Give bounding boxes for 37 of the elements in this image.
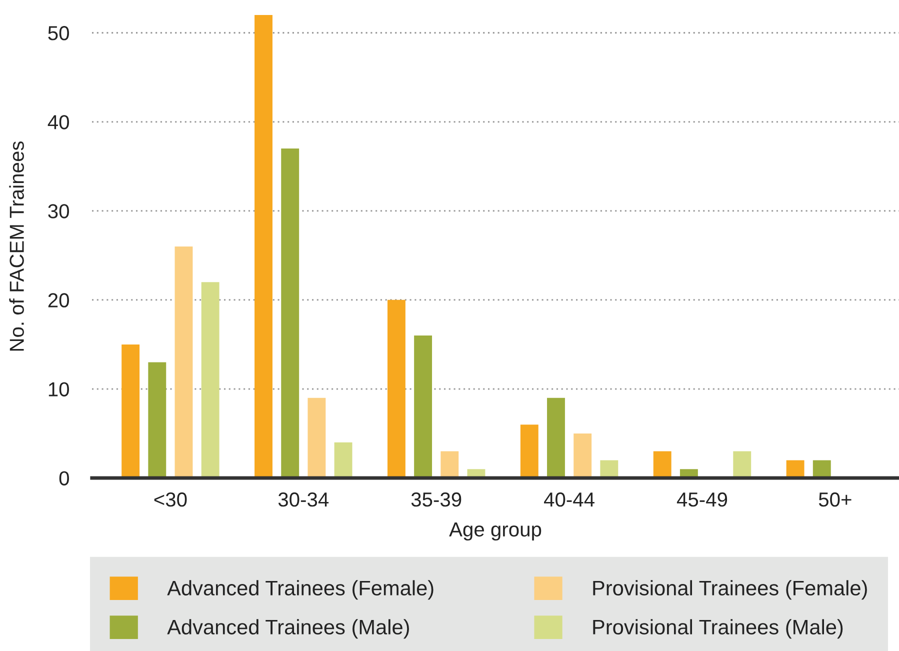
bar [440,451,459,478]
bar [122,344,140,478]
bar [733,451,752,478]
y-tick-label: 10 [48,382,69,396]
legend-label: Advanced Trainees (Female) [167,580,434,600]
x-axis-title: Age group [449,522,542,541]
x-tick-label: 45-49 [676,492,728,507]
bar [334,442,352,478]
bar [574,433,592,478]
y-tick-label: 40 [48,115,69,130]
y-tick-label: 30 [48,204,69,218]
y-tick-label: 20 [48,293,69,308]
bar [201,282,220,478]
y-axis-title: No. of FACEM Trainees [9,141,24,351]
bar [254,15,272,478]
x-tick-label: 35-39 [411,492,462,507]
bar [786,460,804,478]
x-tick-label: 50+ [818,492,852,507]
x-tick-label: <30 [154,492,187,507]
bar [547,398,565,478]
legend-label: Provisional Trainees (Female) [593,580,867,600]
legend-label: Advanced Trainees (Male) [167,619,409,639]
bar [387,300,406,478]
bar [653,451,672,478]
legend-label: Provisional Trainees (Male) [593,619,843,639]
bar [812,460,831,478]
bar [174,246,193,478]
y-tick-label: 50 [48,26,69,40]
bar [308,398,326,478]
bar [281,148,300,478]
y-tick-label: 0 [59,471,69,486]
bar [520,424,538,478]
bar [414,336,432,478]
x-tick-label: 30-34 [278,492,329,507]
bar [600,460,618,478]
bar [148,362,166,478]
x-tick-label: 40-44 [544,492,594,507]
